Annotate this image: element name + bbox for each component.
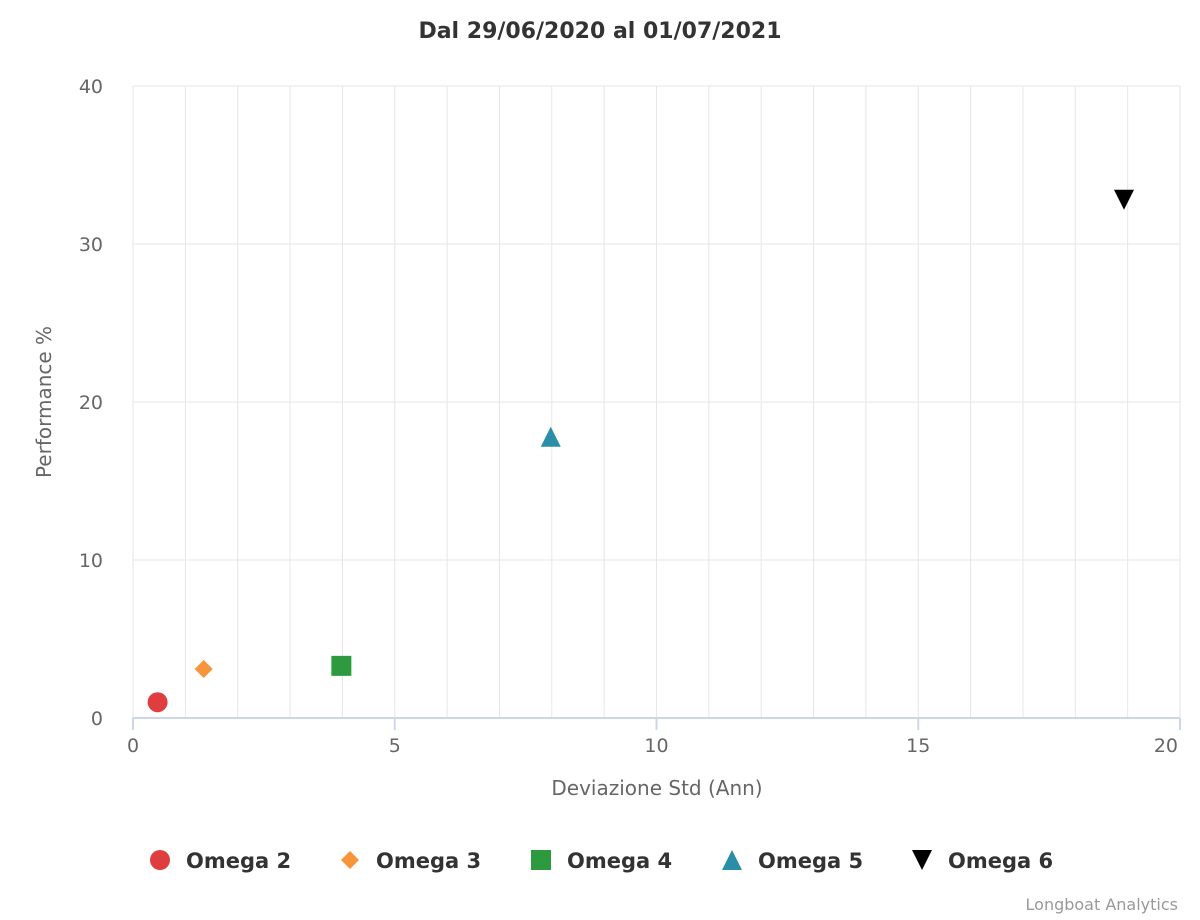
legend-label: Omega 3: [376, 849, 481, 873]
point-omega-5[interactable]: [540, 426, 561, 447]
legend-item-omega-3[interactable]: Omega 3: [341, 849, 481, 873]
legend-label: Omega 6: [948, 849, 1053, 873]
chart-title: Dal 29/06/2020 al 01/07/2021: [418, 19, 781, 44]
y-tick-label: 30: [79, 234, 103, 256]
grid: [132, 85, 1181, 719]
legend-item-omega-4[interactable]: Omega 4: [531, 849, 672, 873]
x-tick-label: 10: [644, 735, 668, 757]
y-tick-label: 20: [79, 392, 103, 414]
x-tick-label: 0: [127, 735, 139, 757]
point-omega-4[interactable]: [331, 655, 352, 676]
legend: Omega 2 Omega 3 Omega 4 Omega 5 Omega 6: [150, 849, 1053, 873]
x-tick-label: 5: [389, 735, 401, 757]
x-axis-ticks: 0 5 10 15 20: [127, 717, 1181, 757]
y-tick-label: 40: [79, 76, 103, 98]
x-tick-label: 15: [906, 735, 930, 757]
y-tick-label: 0: [91, 708, 103, 730]
point-omega-2[interactable]: [147, 692, 168, 713]
legend-label: Omega 5: [758, 849, 863, 873]
y-tick-label: 10: [79, 550, 103, 572]
legend-marker-icon: [341, 851, 359, 869]
y-axis-label: Performance %: [32, 326, 56, 478]
data-points: [147, 189, 1134, 713]
legend-item-omega-5[interactable]: Omega 5: [722, 849, 863, 873]
legend-item-omega-6[interactable]: Omega 6: [912, 849, 1053, 873]
legend-marker-icon: [531, 850, 551, 870]
point-omega-6[interactable]: [1113, 189, 1134, 210]
legend-marker-icon: [722, 850, 742, 870]
y-axis-ticks: 0 10 20 30 40: [79, 76, 103, 730]
legend-marker-icon: [912, 850, 932, 870]
x-axis-label: Deviazione Std (Ann): [551, 776, 762, 800]
credits-text[interactable]: Longboat Analytics: [1026, 895, 1178, 914]
legend-label: Omega 2: [186, 849, 291, 873]
point-omega-3[interactable]: [194, 660, 213, 679]
legend-label: Omega 4: [567, 849, 672, 873]
legend-item-omega-2[interactable]: Omega 2: [150, 849, 291, 873]
x-tick-label: 20: [1154, 735, 1178, 757]
legend-marker-icon: [150, 850, 170, 870]
